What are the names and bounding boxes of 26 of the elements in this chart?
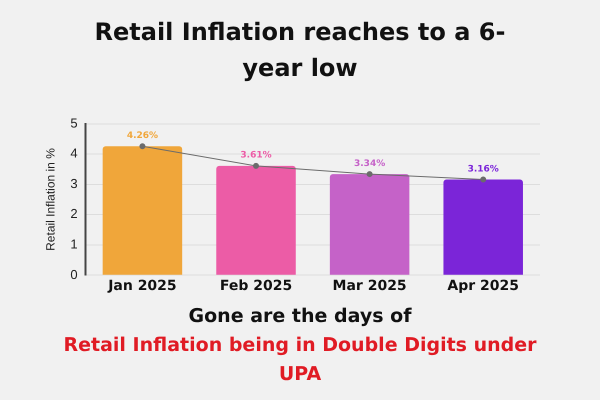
x-tick-label: Feb 2025 — [220, 278, 292, 294]
data-label: 4.26% — [126, 131, 158, 142]
y-tick-label: 0 — [70, 266, 78, 282]
x-tick-label: Mar 2025 — [332, 278, 407, 294]
x-tick-label: Jan 2025 — [107, 278, 177, 294]
text: Retail Inflation being in Double Digits under UPA — [62, 333, 538, 387]
y-tick-label: 1 — [70, 236, 78, 252]
bar — [330, 174, 410, 275]
point — [480, 176, 486, 183]
y-tick-label: 4 — [70, 146, 78, 161]
point — [366, 171, 373, 178]
data-label: 3.16% — [468, 164, 499, 174]
point — [253, 162, 260, 169]
bar — [443, 180, 523, 275]
bar — [102, 146, 182, 275]
text: Gone are the days of — [188, 304, 413, 329]
y-tick-label: 2 — [70, 206, 78, 222]
data-label: 3.34% — [354, 158, 386, 169]
bar — [216, 166, 296, 275]
y-axis-title: Retail Inflation in % — [44, 148, 58, 251]
chart-title: Retail Inflation reaches to a 6-year low — [94, 17, 506, 84]
data-label: 3.61% — [240, 150, 272, 161]
y-tick-label: 3 — [70, 176, 78, 191]
y-tick-label: 5 — [70, 115, 78, 130]
point — [139, 143, 146, 150]
x-tick-label: Apr 2025 — [447, 278, 520, 294]
